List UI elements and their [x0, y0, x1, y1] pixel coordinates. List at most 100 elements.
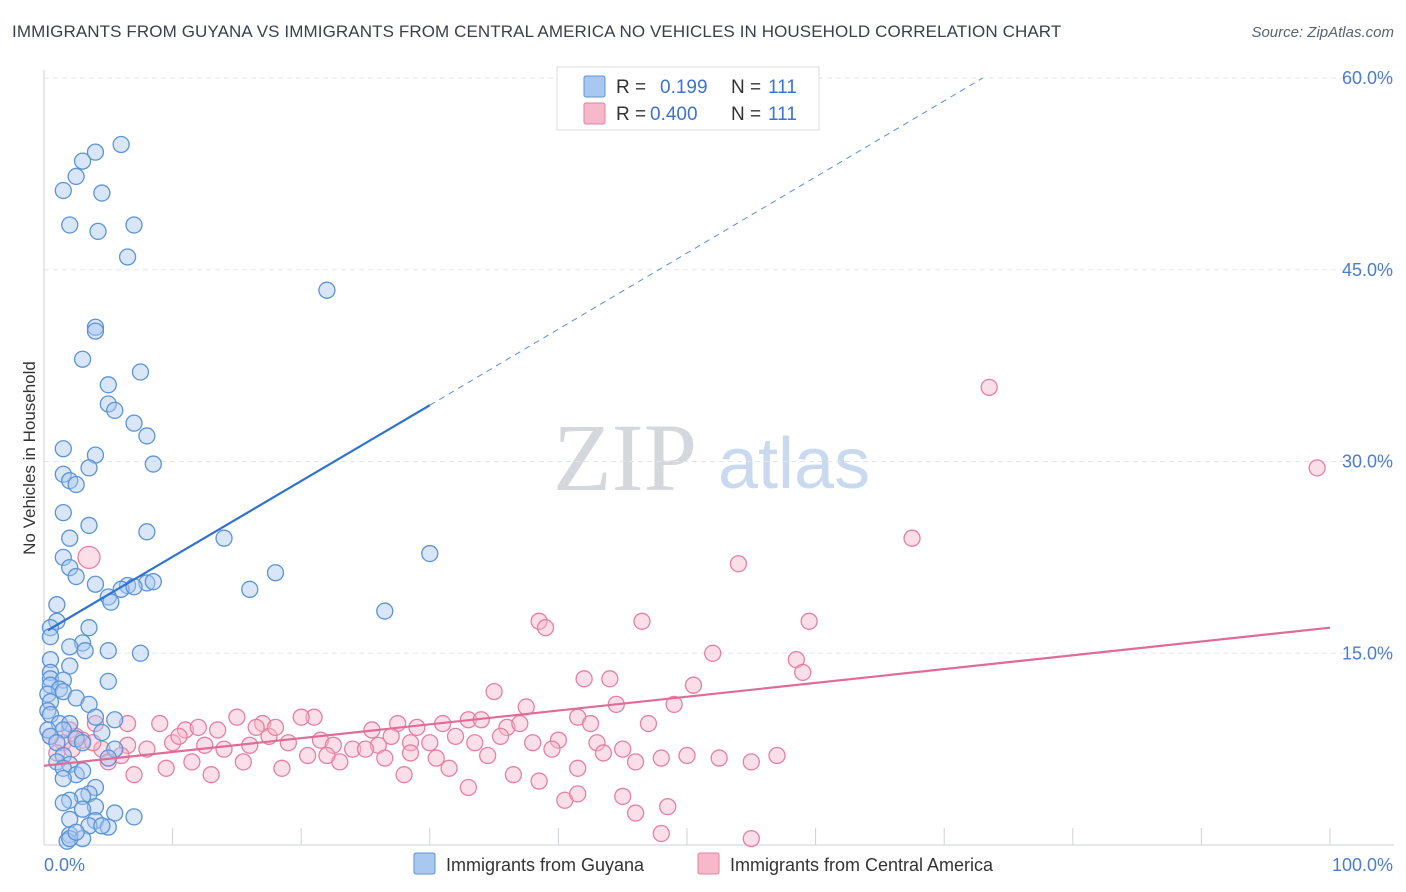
guyana-point — [54, 465, 72, 483]
central-point — [376, 749, 394, 767]
y-tick-label-1: 30.0% — [1342, 452, 1393, 472]
central-point — [581, 714, 600, 733]
guyana-point — [106, 711, 124, 729]
central-point — [543, 740, 561, 758]
bottom-legend-swatch-guyana — [413, 852, 436, 875]
legend-n-label-central: N = — [731, 104, 761, 125]
guyana-point — [41, 663, 60, 682]
central-point — [247, 718, 265, 737]
guyana-point — [41, 650, 60, 669]
central-point — [279, 734, 297, 752]
central-point — [292, 708, 310, 726]
guyana-point — [41, 727, 60, 745]
central-point — [266, 718, 285, 737]
central-point — [633, 612, 651, 630]
central-point — [202, 766, 220, 784]
legend-r-value-central: 0.400 — [650, 104, 698, 125]
guyana-point — [61, 829, 79, 848]
central-point — [298, 746, 317, 765]
central-america-points — [41, 378, 1326, 848]
central-point — [903, 529, 921, 547]
central-point — [273, 759, 291, 777]
legend-n-value-guyana: 111 — [768, 77, 797, 98]
guyana-point — [61, 558, 79, 577]
bottom-legend-label-guyana: Immigrants from Guyana — [446, 855, 645, 875]
guyana-point — [54, 794, 72, 812]
central-point — [504, 766, 523, 784]
source-credit: Source: ZipAtlas.com — [1251, 24, 1394, 41]
guyana-point — [144, 455, 162, 473]
legend-swatch-guyana — [583, 75, 606, 98]
guyana-point — [125, 414, 143, 432]
central-point — [549, 731, 568, 749]
central-point — [466, 734, 484, 752]
guyana-point — [318, 281, 336, 299]
central-point — [401, 744, 420, 762]
central-point — [626, 804, 645, 822]
central-point — [569, 759, 587, 777]
central-point — [614, 787, 632, 806]
central-point — [183, 753, 201, 771]
central-point — [652, 749, 670, 767]
guyana-point — [86, 318, 105, 336]
central-point — [768, 746, 786, 765]
guyana-point — [86, 575, 105, 593]
guyana-point — [54, 769, 72, 788]
guyana-point — [54, 548, 72, 567]
central-point — [163, 734, 182, 752]
central-point — [710, 749, 728, 767]
central-point — [77, 545, 101, 570]
guyana-point — [131, 363, 150, 381]
guyana-point — [99, 672, 117, 691]
guyana-point — [106, 401, 124, 420]
central-point — [479, 746, 497, 765]
guyana-trend-extension — [429, 77, 984, 406]
central-point — [588, 734, 606, 752]
bottom-legend-swatch-central — [697, 852, 720, 875]
central-point — [118, 714, 137, 733]
legend-swatch-central — [583, 102, 606, 125]
guyana-point — [99, 818, 117, 836]
legend-n-value-central: 111 — [768, 104, 797, 125]
guyana-point — [144, 573, 162, 591]
guyana-point — [76, 642, 94, 660]
x-tick-label-1: 100.0% — [1332, 855, 1393, 875]
central-point — [639, 714, 658, 733]
guyana-point — [80, 619, 98, 637]
guyana-point — [86, 143, 105, 161]
central-point — [421, 734, 439, 752]
guyana-point — [86, 322, 105, 340]
guyana-point — [73, 762, 92, 780]
central-point — [575, 670, 593, 688]
y-tick-label-0: 15.0% — [1342, 643, 1393, 663]
guyana-point — [73, 152, 92, 170]
central-trend-line — [43, 626, 1331, 767]
guyana-point — [86, 798, 105, 816]
guyana-point — [138, 574, 156, 592]
central-point — [228, 708, 246, 726]
guyana-point — [73, 787, 92, 806]
central-point — [511, 714, 529, 733]
central-point — [459, 778, 478, 797]
top-legend: R = 0.199 N = 111 R = 0.400 N = 111 — [556, 66, 820, 131]
central-point — [491, 727, 510, 745]
central-point — [189, 718, 207, 737]
central-point — [524, 734, 542, 752]
guyana-point — [99, 395, 117, 413]
central-point — [305, 708, 323, 726]
central-point — [742, 753, 760, 771]
central-point — [678, 746, 696, 765]
guyana-point — [67, 823, 85, 841]
y-tick-label-3: 60.0% — [1342, 68, 1393, 88]
bottom-legend: Immigrants from Guyana Immigrants from C… — [413, 852, 994, 875]
guyana-point — [106, 804, 124, 822]
central-point — [318, 746, 336, 765]
guyana-point — [138, 523, 156, 541]
label-layer: 15.0% 30.0% 45.0% 60.0% 0.0% 100.0% — [44, 68, 1393, 875]
central-point — [794, 663, 812, 682]
central-point — [684, 676, 703, 694]
trend-layer — [43, 77, 1331, 767]
guyana-point — [125, 216, 143, 234]
guyana-point — [80, 516, 98, 535]
